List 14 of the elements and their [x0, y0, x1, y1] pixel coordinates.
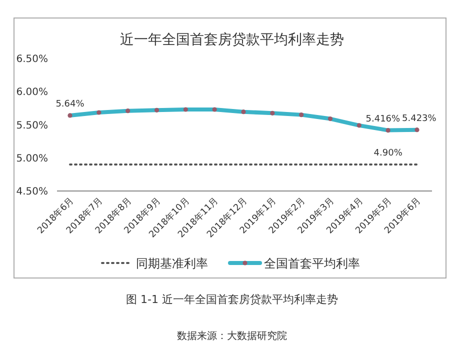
legend-label: 同期基准利率 [136, 256, 208, 270]
ytick: 6.00% [16, 87, 48, 98]
ytick: 4.50% [16, 186, 48, 198]
legend-label: 全国首套平均利率 [264, 256, 360, 270]
value-label: 5.64% [56, 99, 84, 110]
value-label: 5.423% [402, 114, 436, 124]
annotation: 数据来源：大数据研究院 [177, 331, 287, 342]
annotation: 图 1-1 近一年全国首套房贷款平均利率走势 [126, 293, 338, 306]
title: 近一年全国首套房贷款平均利率走势 [120, 32, 344, 48]
ytick: 5.00% [16, 153, 48, 164]
ytick: 6.50% [16, 54, 48, 65]
value-label: 4.90% [374, 148, 402, 158]
ytick: 5.50% [16, 120, 48, 132]
value-label: 5.416% [366, 114, 400, 124]
